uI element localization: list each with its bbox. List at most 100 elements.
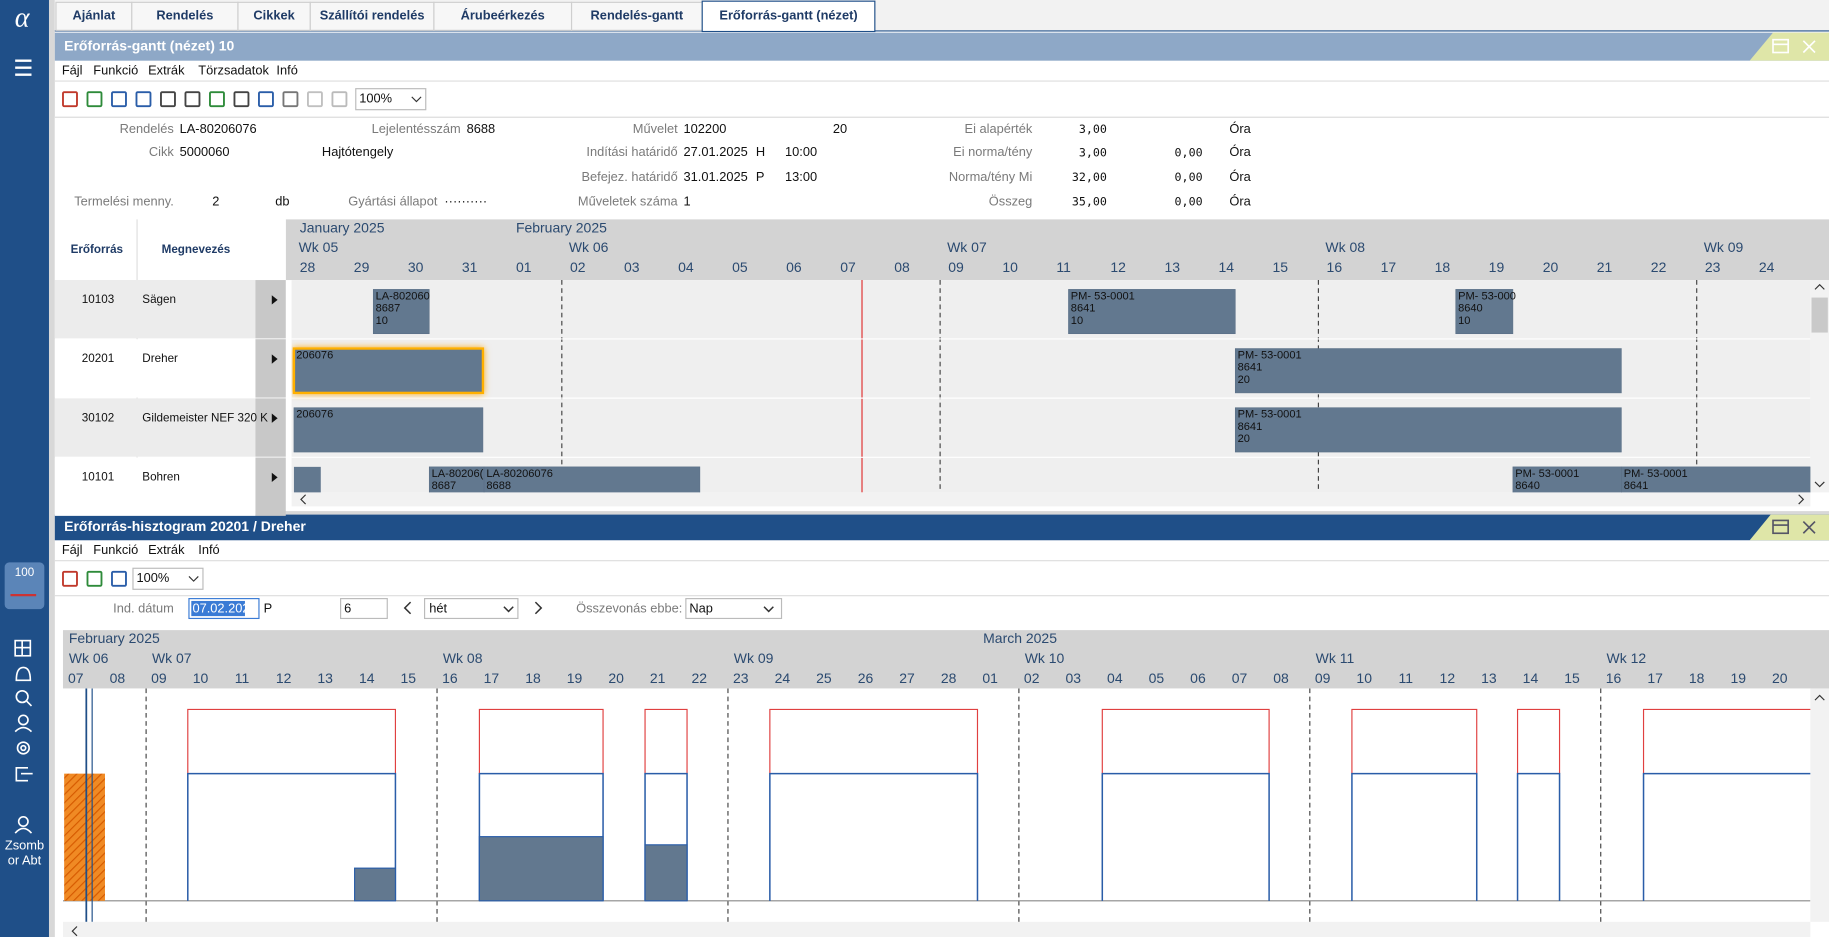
count-input[interactable] xyxy=(340,598,388,620)
tab[interactable] xyxy=(570,1,703,31)
toolbar-icon[interactable] xyxy=(86,91,103,108)
menu-item[interactable]: Funkció xyxy=(93,542,138,557)
menu-item[interactable]: Extrák xyxy=(148,542,185,557)
expand-arrow[interactable] xyxy=(271,354,278,364)
menu-item[interactable]: Funkció xyxy=(93,63,138,78)
window-buttons[interactable] xyxy=(1772,519,1816,535)
scrollbar[interactable] xyxy=(1810,280,1829,493)
gantt-bar[interactable] xyxy=(293,466,321,511)
scrollbar-h[interactable] xyxy=(62,921,1811,937)
toolbar-icon[interactable] xyxy=(209,91,225,108)
menu-item[interactable]: Fájl xyxy=(62,63,83,78)
expand-arrow[interactable] xyxy=(271,472,278,483)
day-label: 23 xyxy=(1705,259,1721,275)
gantt-bar[interactable] xyxy=(1455,289,1514,335)
toolbar-icon[interactable] xyxy=(160,91,176,108)
row-expander[interactable] xyxy=(255,398,286,457)
bar-label: 10 xyxy=(1458,315,1470,327)
capacity-max xyxy=(1101,708,1270,774)
badge-box[interactable] xyxy=(4,562,45,610)
control-label: Ind. dátum xyxy=(113,600,174,615)
control-value[interactable]: hét xyxy=(429,600,447,615)
gantt-bar[interactable] xyxy=(293,407,484,453)
tab-label[interactable]: Cikkek xyxy=(253,8,295,23)
toolbar-icon[interactable] xyxy=(111,570,127,587)
zoom-select[interactable] xyxy=(355,88,427,111)
zoom-value[interactable]: 100% xyxy=(359,91,392,106)
splitter[interactable] xyxy=(54,511,1829,515)
tab-label[interactable]: Árubeérkezés xyxy=(461,8,545,23)
field-label: Termelési menny. xyxy=(74,193,174,208)
load-bar xyxy=(644,844,688,902)
unit-select[interactable] xyxy=(424,598,519,620)
gantt-bar[interactable] xyxy=(1234,407,1622,453)
gantt-bar[interactable] xyxy=(372,289,430,335)
toolbar-icon[interactable] xyxy=(233,91,250,108)
day-label: 10 xyxy=(1002,259,1018,275)
toolbar-icon[interactable] xyxy=(307,91,323,108)
tab[interactable] xyxy=(309,1,435,31)
toolbar-icon[interactable] xyxy=(258,91,274,108)
control-value[interactable]: P xyxy=(264,600,273,615)
gantt-bar[interactable] xyxy=(292,347,485,395)
toolbar-icon[interactable] xyxy=(111,91,127,108)
gantt-bar[interactable] xyxy=(1234,348,1622,394)
toolbar-icon[interactable] xyxy=(331,91,348,108)
toolbar-icon[interactable] xyxy=(86,570,103,587)
scroll-arrow[interactable] xyxy=(71,694,1825,937)
tab-label[interactable]: Szállítói rendelés xyxy=(320,8,425,23)
nav-arrows[interactable] xyxy=(403,601,774,615)
field-value: 27.01.2025 xyxy=(684,144,748,159)
day-label: 09 xyxy=(1315,670,1331,686)
scrollbar[interactable] xyxy=(1810,688,1829,922)
row-expander[interactable] xyxy=(255,457,286,516)
toolbar-icon[interactable] xyxy=(184,91,201,108)
zoom-select[interactable] xyxy=(132,567,204,590)
badge[interactable]: 100 xyxy=(15,566,35,579)
menu-icon[interactable] xyxy=(15,59,32,76)
expand-arrow[interactable] xyxy=(271,295,278,305)
gantt-bar[interactable] xyxy=(428,466,485,511)
menu-item[interactable]: Törzsadatok xyxy=(198,63,269,78)
toolbar-icon[interactable] xyxy=(282,91,299,108)
sidebar-icons[interactable] xyxy=(14,639,33,834)
menu-item[interactable]: Extrák xyxy=(148,63,185,78)
row-expander[interactable] xyxy=(255,280,286,339)
tab[interactable] xyxy=(55,1,133,31)
control-value[interactable]: Nap xyxy=(689,600,713,615)
toolbar-icon[interactable] xyxy=(135,91,152,108)
gantt-bar[interactable] xyxy=(1621,466,1811,511)
row-expander[interactable] xyxy=(255,339,286,398)
tab[interactable] xyxy=(237,1,311,31)
tab-label[interactable]: Rendelés xyxy=(156,8,213,23)
gantt-bar[interactable] xyxy=(483,466,701,511)
tab[interactable] xyxy=(131,1,239,31)
scroll-thumb[interactable] xyxy=(1811,297,1828,333)
capacity-max xyxy=(187,708,397,774)
tab[interactable] xyxy=(433,1,573,31)
menu-item[interactable]: Fájl xyxy=(62,542,83,557)
tab-label[interactable]: Rendelés-gantt xyxy=(591,8,684,23)
tab[interactable] xyxy=(701,0,876,33)
tab-label[interactable]: Erőforrás-gantt (nézet) xyxy=(719,8,857,23)
scroll-arrow[interactable] xyxy=(300,283,1825,505)
expand-arrow[interactable] xyxy=(271,413,278,423)
day-label: 19 xyxy=(1730,670,1746,686)
control-value[interactable]: 6 xyxy=(344,600,351,615)
merge-select[interactable] xyxy=(685,598,783,620)
gantt-bar[interactable] xyxy=(1512,466,1622,511)
scrollbar-h[interactable] xyxy=(291,492,1811,507)
window-buttons[interactable] xyxy=(1772,38,1816,54)
control-value[interactable]: 07.02.2025 xyxy=(192,600,256,615)
zoom-value[interactable]: 100% xyxy=(136,570,169,585)
toolbar-icon[interactable] xyxy=(62,91,78,108)
week-label: Wk 07 xyxy=(152,650,192,666)
tab-label[interactable]: Ajánlat xyxy=(73,8,116,23)
gantt-bar[interactable] xyxy=(1068,289,1236,335)
day-label: 19 xyxy=(567,670,583,686)
field-value: 0,00 xyxy=(1175,170,1203,184)
toolbar-icon[interactable] xyxy=(62,570,78,587)
menu-item[interactable]: Infó xyxy=(198,542,219,557)
logo[interactable]: α xyxy=(15,2,31,33)
menu-item[interactable]: Infó xyxy=(276,63,297,78)
